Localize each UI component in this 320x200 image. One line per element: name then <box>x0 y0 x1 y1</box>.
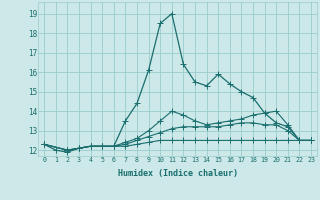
X-axis label: Humidex (Indice chaleur): Humidex (Indice chaleur) <box>118 169 238 178</box>
